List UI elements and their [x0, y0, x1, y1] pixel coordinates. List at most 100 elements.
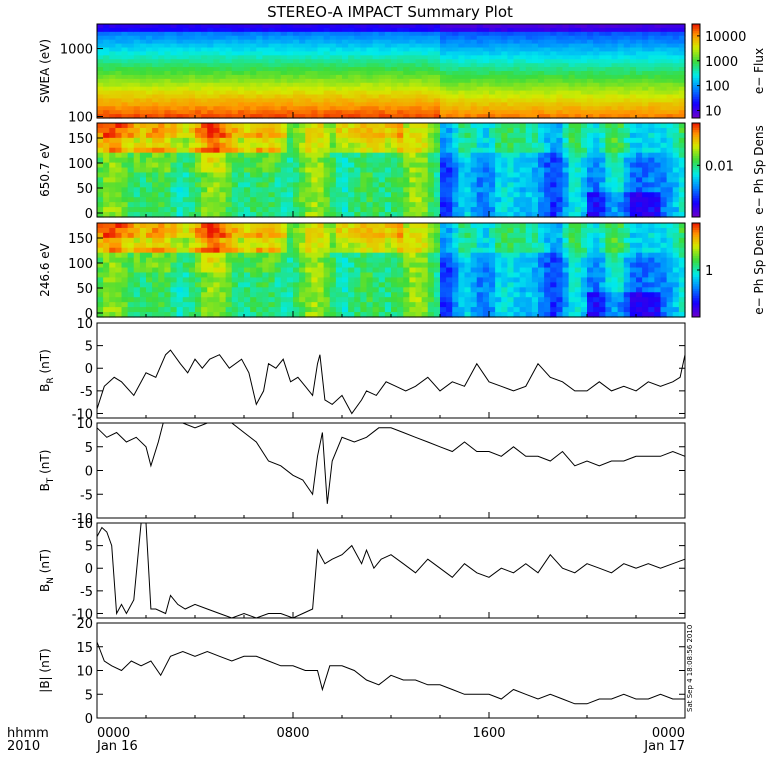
heatmap-cell [189, 55, 196, 60]
heatmap-cell [495, 110, 502, 115]
heatmap-cell [183, 143, 190, 149]
heatmap-cell [618, 98, 625, 103]
heatmap-cell [354, 102, 361, 107]
heatmap-cell [207, 158, 214, 164]
heatmap-cell [103, 75, 110, 80]
heatmap-cell [648, 192, 655, 198]
heatmap-cell [281, 44, 288, 49]
heatmap-cell [599, 177, 606, 183]
heatmap-cell [556, 123, 563, 129]
heatmap-cell [275, 307, 282, 313]
heatmap-cell [458, 133, 465, 139]
heatmap-cell [305, 277, 312, 283]
heatmap-cell [538, 67, 545, 72]
heatmap-cell [581, 202, 588, 208]
heatmap-cell [207, 287, 214, 293]
heatmap-cell [403, 28, 410, 33]
heatmap-cell [195, 91, 202, 96]
heatmap-cell [422, 40, 429, 45]
heatmap-cell [324, 243, 331, 249]
heatmap-cell [226, 128, 233, 134]
heatmap-cell [336, 177, 343, 183]
heatmap-cell [103, 263, 110, 269]
heatmap-cell [465, 143, 472, 149]
heatmap-cell [501, 102, 508, 107]
heatmap-cell [661, 128, 668, 134]
heatmap-cell [587, 32, 594, 37]
heatmap-cell [177, 133, 184, 139]
heatmap-cell [146, 87, 153, 92]
heatmap-cell [379, 28, 386, 33]
heatmap-cell [636, 133, 643, 139]
heatmap-cell [575, 36, 582, 41]
heatmap-cell [287, 83, 294, 88]
heatmap-cell [630, 79, 637, 84]
heatmap-cell [287, 223, 294, 229]
heatmap-cell [115, 258, 122, 264]
heatmap-cell [232, 128, 239, 134]
heatmap-cell [262, 223, 269, 229]
heatmap-cell [134, 158, 141, 164]
heatmap-cell [305, 202, 312, 208]
heatmap-cell [477, 40, 484, 45]
heatmap-cell [238, 28, 245, 33]
heatmap-cell [477, 75, 484, 80]
heatmap-cell [483, 75, 490, 80]
heatmap-cell [618, 95, 625, 100]
heatmap-cell [440, 95, 447, 100]
heatmap-cell [195, 44, 202, 49]
heatmap-cell [434, 202, 441, 208]
heatmap-cell [563, 40, 570, 45]
heatmap-cell [195, 202, 202, 208]
heatmap-cell [501, 138, 508, 144]
heatmap-cell [667, 177, 674, 183]
heatmap-cell [532, 44, 539, 49]
heatmap-cell [593, 24, 600, 29]
heatmap-cell [612, 87, 619, 92]
heatmap-cell [569, 32, 576, 37]
heatmap-cell [538, 36, 545, 41]
heatmap-cell [195, 138, 202, 144]
heatmap-cell [507, 40, 514, 45]
heatmap-cell [330, 282, 337, 288]
heatmap-cell [152, 91, 159, 96]
heatmap-cell [115, 243, 122, 249]
heatmap-cell [373, 110, 380, 115]
heatmap-cell [458, 163, 465, 169]
heatmap-cell [501, 40, 508, 45]
heatmap-cell [299, 83, 306, 88]
heatmap-cell [103, 138, 110, 144]
heatmap-cell [134, 297, 141, 303]
heatmap-cell [593, 40, 600, 45]
heatmap-cell [391, 207, 398, 213]
heatmap-cell [232, 307, 239, 313]
heatmap-cell [520, 36, 527, 41]
heatmap-cell [244, 302, 251, 308]
heatmap-cell [305, 153, 312, 159]
heatmap-cell [452, 28, 459, 33]
heatmap-cell [183, 238, 190, 244]
heatmap-cell [324, 143, 331, 149]
heatmap-cell [452, 182, 459, 188]
heatmap-cell [256, 268, 263, 274]
heatmap-cell [122, 177, 129, 183]
heatmap-cell [422, 87, 429, 92]
heatmap-cell [311, 268, 318, 274]
heatmap-cell [256, 248, 263, 254]
heatmap-cell [281, 95, 288, 100]
heatmap-cell [146, 71, 153, 76]
heatmap-cell [213, 133, 220, 139]
heatmap-cell [262, 282, 269, 288]
heatmap-cell [416, 143, 423, 149]
heatmap-cell [673, 71, 680, 76]
heatmap-cell [269, 192, 276, 198]
heatmap-cell [342, 24, 349, 29]
heatmap-cell [648, 163, 655, 169]
heatmap-cell [360, 59, 367, 64]
heatmap-cell [97, 297, 104, 303]
heatmap-cell [140, 110, 147, 115]
heatmap-cell [342, 87, 349, 92]
heatmap-cell [232, 172, 239, 178]
